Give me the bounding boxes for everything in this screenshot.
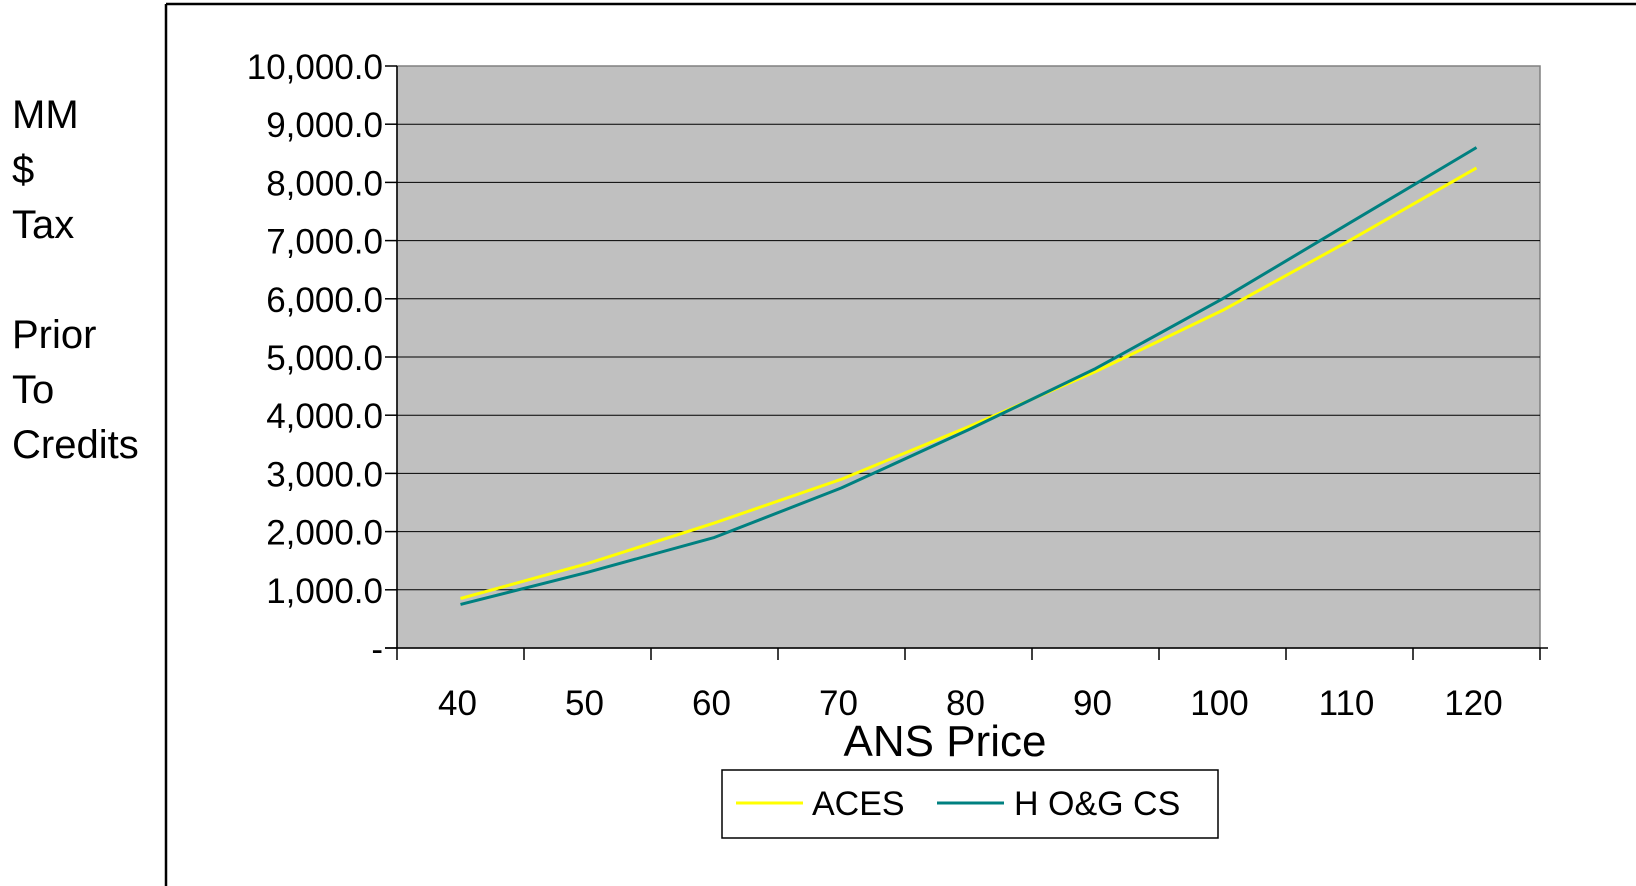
x-tick-label: 110 xyxy=(1319,684,1375,723)
y-tick-label: 1,000.0 xyxy=(266,572,383,611)
x-axis-title: ANS Price xyxy=(844,717,1047,766)
legend-label-aces: ACES xyxy=(812,785,905,823)
y-axis-label: MM $ Tax Prior To Credits xyxy=(12,88,162,473)
x-axis-tick-labels: 40 50 60 70 80 90 100 110 120 xyxy=(438,684,1503,723)
y-axis-label-line: Tax xyxy=(12,203,75,247)
x-tick-label: 80 xyxy=(946,684,985,723)
y-axis-tick-labels: - 1,000.0 2,000.0 3,000.0 4,000.0 5,000.0 6,00… xyxy=(247,48,383,669)
y-tick-label: 3,000.0 xyxy=(266,455,383,494)
y-axis-label-line: MM xyxy=(12,93,79,137)
x-tick-label: 50 xyxy=(565,684,604,723)
legend-box xyxy=(721,769,1219,839)
y-axis-label-line: $ xyxy=(12,148,35,192)
series-lines xyxy=(460,146,1478,606)
x-axis-ticks xyxy=(396,648,1541,660)
y-tick-label: 5,000.0 xyxy=(266,339,383,378)
series-line-aces xyxy=(460,166,1478,600)
legend: ACES H O&G CS xyxy=(721,769,1219,839)
y-tick-label: 9,000.0 xyxy=(266,106,383,145)
x-tick-label: 40 xyxy=(438,684,477,723)
x-tick-label: 60 xyxy=(692,684,731,723)
y-tick-label: 6,000.0 xyxy=(266,281,383,320)
series-line-hogcs xyxy=(460,146,1478,606)
y-tick-label: 7,000.0 xyxy=(266,223,383,262)
gridlines xyxy=(397,123,1540,591)
y-axis-label-line: Credits xyxy=(12,423,139,467)
y-tick-label: 2,000.0 xyxy=(266,514,383,553)
x-tick-label: 100 xyxy=(1190,684,1248,723)
x-tick-label: 70 xyxy=(819,684,858,723)
x-tick-label: 120 xyxy=(1444,684,1502,723)
y-tick-label: 10,000.0 xyxy=(247,48,383,87)
y-tick-label: 8,000.0 xyxy=(266,164,383,203)
y-axis-label-line: Prior xyxy=(12,313,97,357)
y-tick-label: - xyxy=(371,630,383,669)
y-tick-label: 4,000.0 xyxy=(266,397,383,436)
legend-label-hogcs: H O&G CS xyxy=(1014,785,1180,823)
y-axis-label-line: To xyxy=(12,368,55,412)
x-tick-label: 90 xyxy=(1073,684,1112,723)
y-axis-ticks xyxy=(385,65,397,649)
